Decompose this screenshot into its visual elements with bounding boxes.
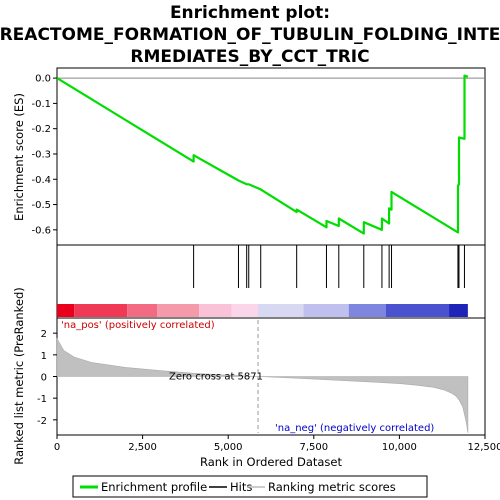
metric-y-tick-label: 1 [41, 351, 47, 362]
legend-hits-label: Hits [230, 480, 252, 494]
es-y-tick-label: -0.6 [31, 225, 51, 236]
colorbar-segment [258, 304, 304, 317]
colorbar-segment [157, 304, 200, 317]
es-y-axis-label: Enrichment score (ES) [12, 93, 26, 221]
metric-layer: Zero cross at 5871 'na_pos' (positively c… [56, 320, 469, 434]
colorbar-segment [74, 304, 128, 317]
x-tick-label: 12,500 [468, 442, 500, 453]
es-y-tick-label: -0.4 [31, 175, 51, 186]
positive-correlation-label: 'na_pos' (positively correlated) [61, 320, 215, 331]
colorbar-segment [303, 304, 349, 317]
axes-layer: 0.0 -0.1 -0.2 -0.3 -0.4 -0.5 -0.6 2 1 0 -1 -2 0 2,500… [31, 74, 500, 453]
ranking-metric-area [56, 337, 469, 433]
zero-cross-label: Zero cross at 5871 [169, 372, 263, 383]
x-tick-label: 7,500 [299, 442, 328, 453]
legend-metric-label: Ranking metric scores [268, 480, 396, 494]
metric-y-tick-label: 0 [41, 373, 47, 384]
colorbar-segment [199, 304, 232, 317]
es-layer [56, 74, 485, 235]
negative-correlation-label: 'na_neg' (negatively correlated) [275, 423, 434, 434]
colorbar-segment [385, 304, 450, 317]
es-y-tick-label: -0.3 [31, 149, 51, 160]
colorbar-segment [348, 304, 386, 317]
es-y-tick-label: -0.2 [31, 124, 51, 135]
x-tick-label: 5,000 [214, 442, 243, 453]
colorbar-segment [231, 304, 259, 317]
es-panel [56, 67, 486, 246]
legend-profile-label: Enrichment profile [101, 480, 207, 494]
x-tick-label: 10,000 [382, 442, 417, 453]
metric-y-axis-label: Ranked list metric (PreRanked) [12, 287, 26, 465]
metric-y-tick-label: -1 [37, 394, 47, 405]
metric-y-tick-label: 2 [41, 329, 47, 340]
es-y-tick-label: -0.5 [31, 200, 51, 211]
colorbar-segment [449, 304, 468, 317]
colorbar-segment [127, 304, 158, 317]
metric-y-tick-label: -2 [37, 416, 47, 427]
chart-title-line-2: REACTOME_FORMATION_OF_TUBULIN_FOLDING_IN… [0, 25, 500, 45]
colorbar-segment [57, 304, 75, 317]
x-tick-label: 0 [54, 442, 60, 453]
x-tick-label: 2,500 [128, 442, 157, 453]
chart-title-line-1: Enrichment plot: [170, 3, 330, 23]
es-y-tick-label: 0.0 [35, 74, 51, 85]
es-y-tick-label: -0.1 [31, 99, 51, 110]
enrichment-profile-line [56, 74, 469, 235]
hits-layer [193, 245, 465, 288]
x-axis-label: Rank in Ordered Dataset [200, 455, 343, 469]
chart-title-line-3: RMEDIATES_BY_CCT_TRIC [130, 47, 369, 67]
colorbar [57, 304, 468, 317]
